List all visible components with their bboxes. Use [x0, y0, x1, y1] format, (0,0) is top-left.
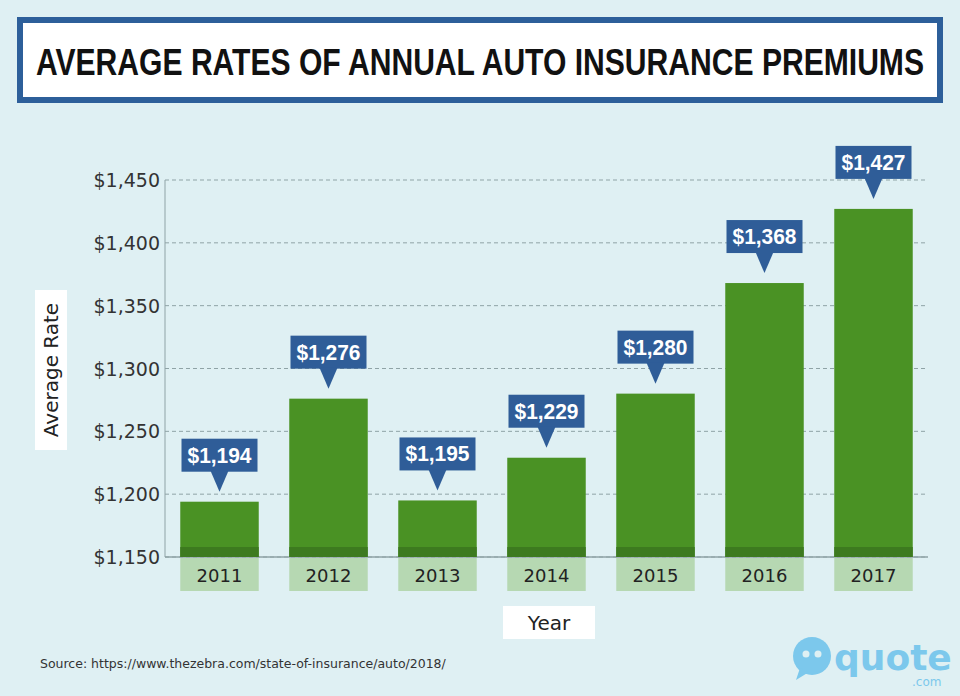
bar — [725, 283, 803, 557]
grid-line — [165, 305, 928, 306]
x-label-box — [503, 606, 595, 639]
callout-pointer — [647, 363, 665, 384]
category-box — [507, 558, 585, 591]
callout-box — [182, 439, 258, 472]
logo-text: quote — [834, 637, 952, 678]
callout-pointer — [756, 252, 774, 273]
data-label-callout: $1,368 — [727, 220, 803, 273]
data-label-callout: $1,229 — [509, 395, 585, 448]
y-tick-label: $1,200 — [94, 483, 160, 505]
bar — [616, 394, 694, 557]
y-tick-label: $1,300 — [94, 358, 160, 380]
bar-base — [398, 547, 476, 557]
callout-pointer — [429, 469, 447, 490]
background — [0, 0, 960, 696]
callout-box — [400, 437, 476, 470]
x-tick-label: 2015 — [633, 565, 679, 586]
data-label: $1,368 — [733, 224, 797, 249]
bar-base — [180, 547, 258, 557]
data-label-callout: $1,194 — [182, 439, 258, 492]
x-tick-label: 2012 — [306, 565, 352, 586]
y-tick-label: $1,250 — [94, 420, 160, 442]
data-label-callout: $1,280 — [618, 331, 694, 384]
category-box — [289, 558, 367, 591]
category-box — [398, 558, 476, 591]
y-tick-label: $1,400 — [94, 232, 160, 254]
callout-box — [291, 336, 367, 369]
chart: AVERAGE RATES OF ANNUAL AUTO INSURANCE P… — [0, 0, 960, 696]
logo-icon-dot — [815, 651, 822, 658]
title: AVERAGE RATES OF ANNUAL AUTO INSURANCE P… — [36, 42, 924, 83]
x-tick-label: 2011 — [197, 565, 243, 586]
callout-box — [509, 395, 585, 428]
callout-box — [727, 220, 803, 253]
y-tick-label: $1,150 — [94, 546, 160, 568]
data-label: $1,280 — [624, 335, 688, 360]
bar — [507, 458, 585, 557]
grid-line — [165, 180, 928, 181]
data-label: $1,195 — [406, 441, 470, 466]
callout-box — [836, 146, 912, 179]
y-axis-line — [165, 180, 166, 557]
y-tick-label: $1,450 — [94, 169, 160, 191]
callout-box — [618, 331, 694, 364]
x-tick-label: 2013 — [415, 565, 461, 586]
y-tick-label: $1,350 — [94, 295, 160, 317]
bar-base — [289, 547, 367, 557]
x-axis-title: Year — [527, 611, 571, 635]
x-tick-label: 2014 — [524, 565, 570, 586]
callout-pointer — [320, 368, 338, 389]
bars — [180, 209, 912, 557]
grid-line — [165, 368, 928, 369]
x-tick-label: 2016 — [742, 565, 788, 586]
category-box — [616, 558, 694, 591]
data-label: $1,194 — [188, 443, 253, 468]
y-label-box — [35, 290, 67, 450]
data-label: $1,427 — [842, 150, 906, 175]
bar — [289, 399, 367, 557]
category-box — [180, 558, 258, 591]
bar-base — [834, 547, 912, 557]
data-label-callout: $1,276 — [291, 336, 367, 389]
bar-base — [616, 547, 694, 557]
callout-pointer — [865, 178, 883, 199]
title-box — [20, 20, 940, 100]
logo-icon — [793, 637, 831, 675]
data-label: $1,229 — [515, 399, 579, 424]
grid-line — [165, 242, 928, 243]
category-box — [834, 558, 912, 591]
bar-base — [507, 547, 585, 557]
bar — [398, 500, 476, 557]
logo-icon-tail — [796, 668, 809, 680]
data-label-callout: $1,195 — [400, 437, 476, 490]
x-tick-label: 2017 — [851, 565, 897, 586]
data-label: $1,276 — [297, 340, 361, 365]
logo-suffix: .com — [912, 675, 941, 689]
source: Source: https://www.thezebra.com/state-o… — [40, 656, 447, 671]
bar — [834, 209, 912, 557]
y-axis-title: Average Rate — [39, 303, 63, 437]
bar-base — [725, 547, 803, 557]
callout-pointer — [211, 471, 229, 492]
category-box — [725, 558, 803, 591]
logo-icon-dot — [803, 651, 810, 658]
callout-pointer — [538, 427, 556, 448]
bar — [180, 502, 258, 557]
data-label-callout: $1,427 — [836, 146, 912, 199]
